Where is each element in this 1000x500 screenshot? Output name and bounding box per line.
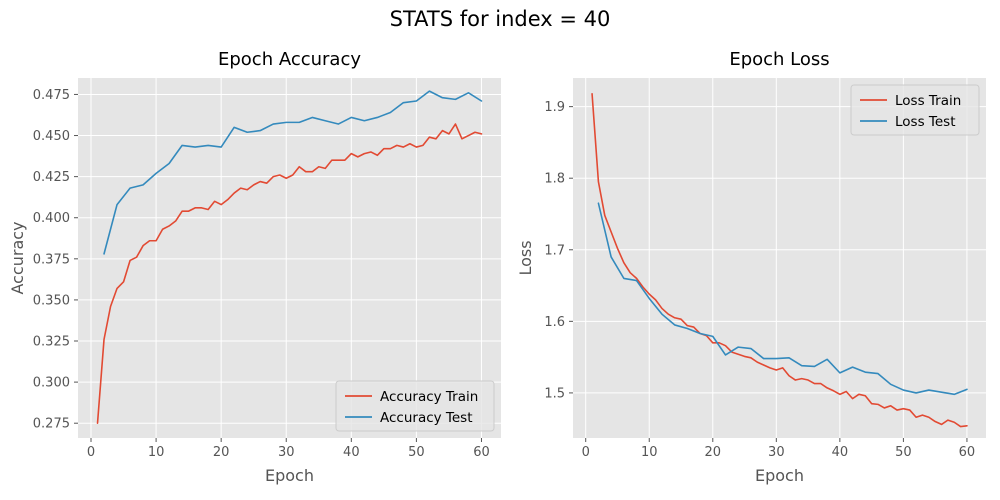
accuracy-y-tick-label: 0.275 [33, 417, 70, 432]
accuracy-x-tick-label: 0 [87, 445, 95, 460]
loss-y-tick-label: 1.6 [544, 315, 565, 330]
accuracy-y-tick-label: 0.425 [33, 170, 70, 185]
accuracy-train-line [96, 123, 483, 425]
loss-x-tick-label: 30 [768, 445, 785, 460]
accuracy-y-tick-label: 0.350 [33, 293, 70, 308]
loss-title: Epoch Loss [729, 49, 829, 70]
accuracy-train-legend-label: Accuracy Train [380, 389, 478, 405]
loss-y-axis-label: Loss [516, 240, 535, 275]
accuracy-x-tick-label: 50 [408, 445, 425, 460]
loss-legend-box [850, 84, 980, 136]
loss-legend: Loss Train Loss Test [850, 84, 980, 136]
loss-plot-area [573, 78, 986, 438]
accuracy-y-tick-label: 0.475 [33, 88, 70, 103]
accuracy-title: Epoch Accuracy [218, 49, 361, 70]
loss-x-tick-label: 60 [959, 445, 976, 460]
loss-y-tick-label: 1.7 [544, 243, 565, 258]
figure-suptitle: STATS for index = 40 [390, 7, 611, 31]
accuracy-x-axis-label: Epoch [265, 466, 314, 485]
loss-train-legend-label: Loss Train [895, 93, 961, 109]
accuracy-legend-box [335, 380, 495, 432]
accuracy-y-tick-label: 0.375 [33, 252, 70, 267]
accuracy-y-tick-label: 0.300 [33, 376, 70, 391]
loss-x-tick-label: 0 [582, 445, 590, 460]
accuracy-y-axis-label: Accuracy [8, 221, 27, 294]
accuracy-y-tick-label: 0.325 [33, 335, 70, 350]
accuracy-test-line [103, 90, 483, 255]
loss-x-axis-label: Epoch [755, 466, 804, 485]
accuracy-x-tick-label: 20 [213, 445, 230, 460]
accuracy-x-tick-label: 60 [473, 445, 490, 460]
loss-x-tick-label: 40 [832, 445, 849, 460]
loss-x-tick-label: 20 [705, 445, 722, 460]
accuracy-x-tick-label: 40 [343, 445, 360, 460]
accuracy-x-tick-label: 10 [148, 445, 165, 460]
accuracy-axes: 0 10 20 30 40 50 60 0.275 0.300 0.325 0.350 0.375 0.… [8, 49, 501, 485]
accuracy-y-tick-label: 0.450 [33, 129, 70, 144]
loss-train-line [591, 92, 968, 428]
loss-y-tick-label: 1.5 [544, 386, 565, 401]
loss-x-tick-label: 10 [641, 445, 658, 460]
loss-test-legend-label: Loss Test [895, 114, 956, 130]
loss-y-tick-label: 1.8 [544, 172, 565, 187]
accuracy-y-tick-label: 0.400 [33, 211, 70, 226]
loss-test-line [597, 202, 968, 396]
accuracy-x-tick-label: 30 [278, 445, 295, 460]
accuracy-legend: Accuracy Train Accuracy Test [335, 380, 495, 432]
loss-y-tick-label: 1.9 [544, 100, 565, 115]
loss-axes: 0 10 20 30 40 50 60 1.5 1.6 1.7 1.8 1.9 Epoch Loss Ep… [516, 49, 986, 485]
accuracy-test-legend-label: Accuracy Test [380, 410, 473, 426]
loss-x-tick-label: 50 [895, 445, 912, 460]
